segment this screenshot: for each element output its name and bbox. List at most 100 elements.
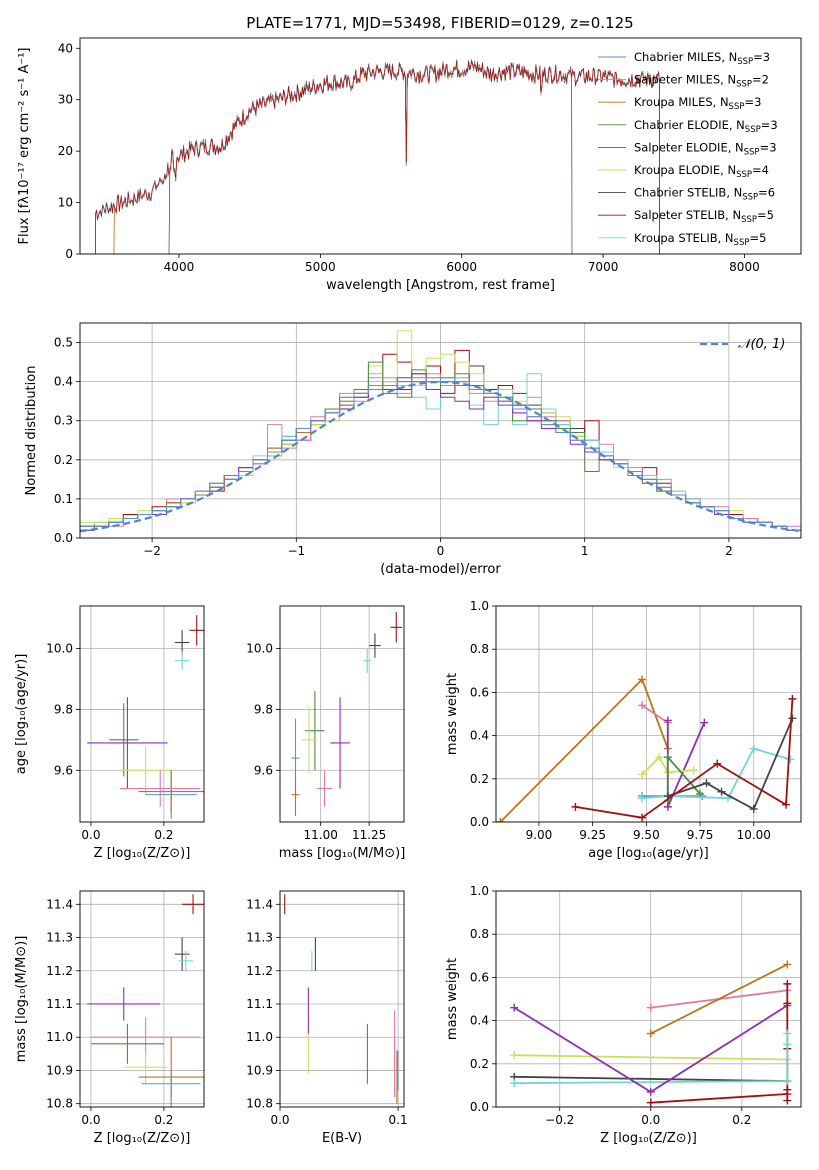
mass_vs_z-ytick-label: 10.9	[46, 1063, 73, 1077]
mass_vs_z-ytick-label: 11.1	[46, 997, 73, 1011]
mass-weight-marker	[510, 1051, 519, 1060]
mass-weight-line	[641, 704, 669, 724]
legend-name: Chabrier ELODIE, N	[634, 118, 745, 132]
legend-entry: Kroupa STELIB, NSSP=5	[634, 231, 766, 248]
age_vs_mass-xlabel: mass [log₁₀(M/M⊙)]	[279, 846, 406, 861]
residuals-ytick-label: 0.4	[54, 375, 73, 389]
weight_vs_age-ytick-label: 0.2	[470, 772, 489, 786]
mass_vs_ebv-ytick-label: 10.9	[246, 1063, 273, 1077]
spectrum-ytick-label: 40	[58, 41, 73, 55]
weight_vs_z-axes: −0.2 0.0 0.2 0.0 0.2 0.4 0.6 0.8 1.0 Z [log₁₀(Z/Z…	[445, 884, 802, 1146]
mass_vs_z-axes: 0.0 0.2 10.8 10.9 11.0 11.1 11.2 11.3 11.4 Z [log…	[14, 890, 205, 1146]
spectrum-ylabel: Flux [fλ10⁻¹⁷ erg cm⁻² s⁻¹ A⁻¹]	[17, 48, 32, 245]
mass_vs_z-xtick-label: 0.2	[154, 1113, 173, 1127]
spectrum-legend: Chabrier MILES, NSSP=3 Salpeter MILES, NS…	[598, 50, 778, 248]
mass-weight-marker	[638, 770, 647, 779]
weight_vs_z-xtick-label: 0.2	[732, 1113, 751, 1127]
mass-weight-marker	[702, 779, 711, 788]
mass-weight-marker	[781, 800, 790, 809]
mass-weight-marker	[689, 766, 698, 775]
mass-weight-marker	[496, 818, 505, 822]
residuals-ytick-label: 0.5	[54, 336, 73, 350]
weight_vs_age-xtick-label: 9.25	[579, 828, 606, 842]
mass-weight-marker	[646, 1029, 655, 1038]
mass-weight-marker	[717, 787, 726, 796]
mass-weight-marker	[783, 1040, 792, 1049]
spectrum-ytick-label: 30	[58, 93, 73, 107]
weight_vs_z-xtick-label: 0.0	[641, 1113, 660, 1127]
mass-weight-marker	[749, 805, 758, 814]
axes-frame	[79, 322, 802, 539]
weight_vs_z-ytick-label: 1.0	[470, 884, 489, 898]
spectrum-ytick-label: 10	[58, 196, 73, 210]
age_vs_z-ytick-label: 9.8	[54, 702, 73, 716]
weight_vs_age-ytick-label: 0.8	[470, 642, 489, 656]
legend-value: =3	[744, 95, 761, 109]
residuals-xtick-label: 1	[581, 544, 589, 558]
legend-value: =2	[752, 73, 769, 87]
legend-entry: Salpeter MILES, NSSP=2	[634, 73, 769, 90]
mass-weight-marker	[646, 1087, 655, 1096]
spectrum-xlabel: wavelength [Angstrom, rest frame]	[326, 278, 555, 293]
weight_vs_age-xlabel: age [log₁₀(age/yr)]	[588, 846, 709, 861]
weight_vs_age-axes: 9.00 9.25 9.50 9.75 10.00 0.0 0.2 0.4 0.6 0.8 1.0 a…	[445, 599, 802, 861]
legend-value: =6	[758, 186, 775, 200]
residuals-xtick-label: 2	[725, 544, 733, 558]
spectrum-ytick-label: 20	[58, 144, 73, 158]
mass-weight-marker	[788, 694, 797, 703]
weight_vs_z-xlabel: Z [log₁₀(Z/Z⊙)]	[600, 1131, 697, 1146]
residuals-ytick-label: 0.1	[54, 492, 73, 506]
axes-frame	[79, 605, 205, 823]
residuals-xtick-label: 0	[437, 544, 445, 558]
axes-frame	[495, 890, 802, 1108]
residuals-xtick-label: −1	[287, 544, 305, 558]
legend-name: Kroupa ELODIE, N	[634, 163, 736, 177]
legend-value: =5	[757, 208, 774, 222]
weight_vs_age-ytick-label: 0.4	[470, 729, 489, 743]
mass-weight-marker	[783, 960, 792, 969]
mass-weight-marker	[638, 701, 647, 710]
mass_vs_ebv-ytick-label: 11.4	[246, 897, 273, 911]
residuals-xtick-label: −2	[143, 544, 161, 558]
mass-weight-marker	[788, 714, 797, 723]
legend-value: =3	[761, 118, 778, 132]
axes-frame	[279, 605, 405, 823]
age_vs_z-xtick-label: 0.0	[81, 828, 100, 842]
mass-weight-line	[650, 963, 788, 1035]
age_vs_z-ytick-label: 10.0	[46, 642, 73, 656]
mass-weight-marker	[638, 675, 647, 684]
mass_vs_z-ytick-label: 11.2	[46, 964, 73, 978]
mass_vs_z-ylabel: mass [log₁₀(M/M⊙)]	[14, 936, 29, 1063]
age_vs_z-ylabel: age [log₁₀(age/yr)]	[14, 654, 29, 775]
legend-value: =3	[753, 50, 770, 64]
mass_vs_ebv-xtick-label: 0.1	[389, 1113, 408, 1127]
legend-entry: Kroupa ELODIE, NSSP=4	[634, 163, 769, 180]
mass-weight-marker	[700, 718, 709, 727]
mass_vs_ebv-ytick-label: 11.2	[246, 964, 273, 978]
mass-weight-marker	[663, 753, 672, 762]
spectrum-title: PLATE=1771, MJD=53498, FIBERID=0129, z=0…	[246, 14, 633, 32]
mass-weight-marker	[510, 1003, 519, 1012]
legend-name: Salpeter STELIB, N	[634, 208, 741, 222]
legend-value: =4	[752, 163, 769, 177]
legend-sub: SSP	[734, 238, 750, 248]
mass-weight-marker	[783, 979, 792, 988]
mass-weight-marker	[638, 813, 647, 822]
histogram-step	[80, 377, 801, 538]
mass_vs_ebv-ytick-label: 11.3	[246, 931, 273, 945]
legend-value: =5	[749, 231, 766, 245]
axes-frame	[279, 890, 405, 1108]
legend-sub: SSP	[741, 215, 757, 225]
residuals-ytick-label: 0.3	[54, 414, 73, 428]
legend-entry: Chabrier MILES, NSSP=3	[634, 50, 770, 67]
axes-frame	[79, 890, 205, 1108]
age_vs_mass-axes: 11.00 11.25 9.6 9.8 10.0 mass [log₁₀(M/M⊙)]	[246, 605, 406, 861]
mass_vs_z-ytick-label: 10.8	[46, 1097, 73, 1111]
weight_vs_age-xtick-label: 9.50	[633, 828, 660, 842]
mass-weight-marker	[783, 1096, 792, 1105]
legend-name: Chabrier STELIB, N	[634, 186, 742, 200]
legend-sub: SSP	[742, 193, 758, 203]
legend-sub: SSP	[736, 80, 752, 90]
